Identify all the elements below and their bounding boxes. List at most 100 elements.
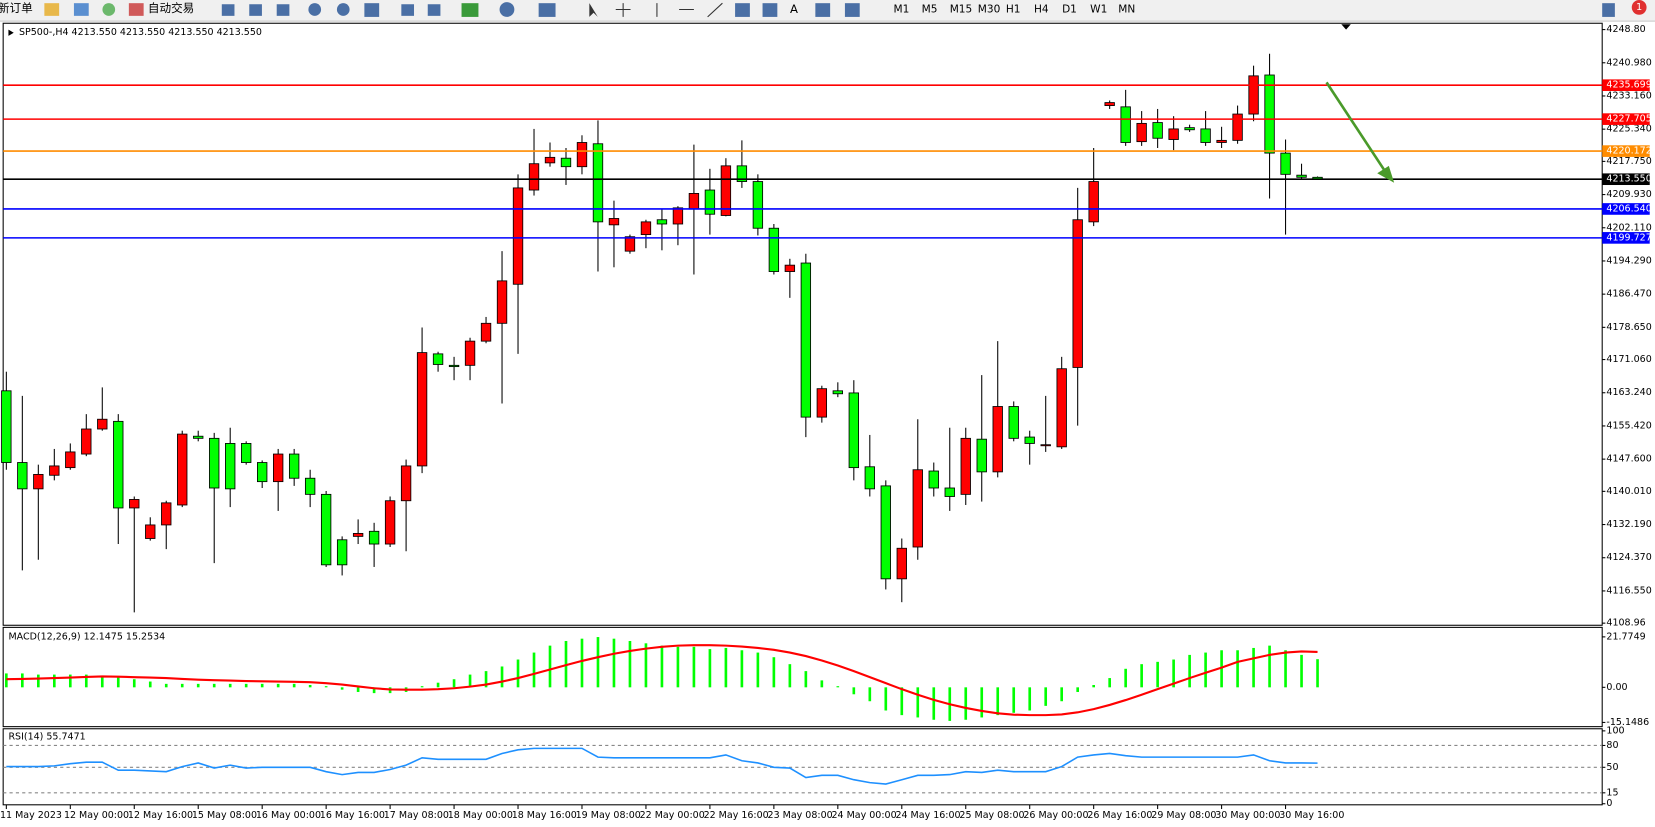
candle-body [384, 500, 396, 545]
icon[interactable] [762, 3, 778, 17]
icon[interactable] [336, 3, 350, 16]
icon[interactable] [844, 3, 860, 17]
candle-body [864, 466, 875, 490]
candle-body [560, 157, 572, 168]
x-tick-label: 12 May 16:00 [128, 810, 193, 821]
candle-body [49, 465, 60, 476]
candle-body [336, 539, 348, 566]
price-label: 4206.540 [1606, 203, 1651, 214]
candle-body [688, 193, 700, 210]
price-label-bg [1602, 173, 1650, 186]
icon[interactable] [73, 3, 89, 16]
icon[interactable] [401, 4, 415, 16]
timeframe-button[interactable]: M30 [978, 4, 1001, 16]
candle-body [832, 390, 844, 395]
icon[interactable] [249, 4, 262, 16]
y-tick-label: 4116.550 [1606, 585, 1651, 596]
candle-body [992, 406, 1003, 473]
timeframe-button[interactable]: M1 [894, 4, 910, 16]
icon[interactable] [221, 4, 235, 16]
x-tick-label: 19 May 08:00 [576, 810, 641, 821]
timeframe-button[interactable]: W1 [1090, 4, 1107, 16]
timeframe-button[interactable]: H1 [1006, 4, 1021, 16]
y-tick-label: 80 [1606, 740, 1618, 751]
y-tick-label: 4140.010 [1606, 486, 1651, 497]
icon[interactable] [815, 3, 831, 17]
candle-body [1248, 75, 1259, 115]
candle-body [209, 437, 220, 489]
candle-body [672, 207, 684, 225]
price-label-bg [1602, 145, 1650, 157]
candle-body [65, 451, 76, 469]
candle-body [640, 221, 652, 236]
candle-body [1168, 128, 1179, 140]
candle-body [113, 420, 124, 509]
y-tick-label: 4233.160 [1606, 90, 1651, 101]
timeframe-button[interactable]: D1 [1062, 4, 1077, 16]
candle-body [848, 392, 859, 469]
price-label-bg [1602, 232, 1650, 244]
icon[interactable] [276, 4, 290, 16]
y-tick-label: 4155.420 [1606, 420, 1651, 431]
candle-body [576, 142, 588, 168]
candle-body [145, 524, 156, 539]
icon[interactable] [44, 3, 60, 16]
candle-body [225, 443, 236, 490]
y-tick-label: 50 [1606, 762, 1618, 773]
icon[interactable] [364, 3, 380, 17]
new-order-button[interactable]: 新订单 [0, 1, 33, 15]
icon[interactable] [427, 4, 441, 16]
icon[interactable] [615, 3, 631, 17]
candle-body [257, 462, 268, 483]
y-tick-label: 4194.290 [1606, 255, 1651, 266]
candle-body [480, 322, 492, 342]
candle-body [512, 187, 524, 285]
candle-body [896, 547, 907, 580]
y-tick-label: 4124.370 [1606, 552, 1651, 563]
x-tick-label: 22 May 16:00 [704, 810, 769, 821]
candle-body [1056, 368, 1067, 448]
alerts-badge[interactable] [1631, 0, 1647, 15]
search-icon[interactable] [1602, 3, 1615, 17]
x-tick-label: 23 May 08:00 [768, 810, 833, 821]
icon[interactable] [656, 2, 723, 18]
candle-body [656, 219, 668, 225]
x-tick-label: 24 May 00:00 [831, 810, 896, 821]
candle-body [1072, 219, 1083, 368]
icon[interactable] [538, 3, 556, 17]
timeframe-button[interactable]: H4 [1034, 4, 1049, 16]
candle-body [1216, 139, 1227, 143]
y-tick-label: 0.00 [1606, 682, 1627, 693]
price-label: 4213.550 [1606, 174, 1651, 185]
candle-body [592, 143, 604, 223]
candle-body [960, 437, 971, 495]
icon[interactable] [461, 3, 479, 17]
candle-body [1104, 102, 1115, 106]
candle-body [784, 264, 796, 272]
y-tick-label: 4217.750 [1606, 156, 1651, 167]
x-tick-label: 16 May 00:00 [256, 810, 321, 821]
x-tick-label: 25 May 08:00 [959, 810, 1024, 821]
auto-trading-button[interactable]: 自动交易 [148, 1, 194, 15]
y-tick-label: 15 [1606, 787, 1618, 798]
y-tick-label: 4132.190 [1606, 519, 1651, 530]
icon[interactable] [102, 3, 116, 16]
candle-body [1152, 122, 1163, 139]
candle-body [97, 418, 108, 430]
timeframe-button[interactable]: MN [1118, 4, 1135, 16]
icon[interactable] [735, 3, 750, 17]
auto-trading-icon[interactable] [128, 3, 144, 16]
price-label-bg [1602, 79, 1650, 92]
y-tick-label: 100 [1606, 725, 1624, 736]
timeframe-button[interactable]: M5 [922, 4, 938, 16]
text-tool[interactable]: A [790, 2, 798, 16]
icon[interactable] [499, 2, 515, 17]
candle-body [1264, 74, 1275, 154]
timeframe-button[interactable]: M15 [950, 4, 973, 16]
candle-body [1024, 436, 1035, 444]
x-tick-label: 16 May 16:00 [320, 810, 385, 821]
icon[interactable] [308, 3, 322, 16]
candle-body [1280, 152, 1291, 175]
candle-body [880, 485, 891, 580]
